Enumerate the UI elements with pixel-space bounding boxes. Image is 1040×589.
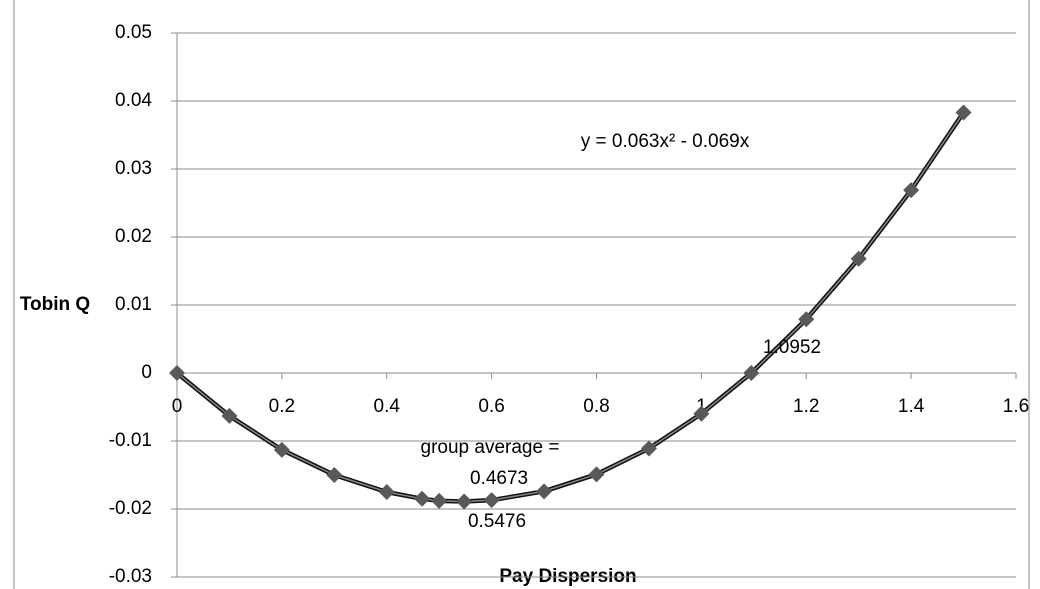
y-tick-label: -0.02	[109, 498, 152, 519]
data-point	[850, 250, 867, 267]
data-point	[378, 484, 395, 500]
trend-line	[176, 112, 965, 503]
y-tick-label: 0.01	[115, 294, 152, 315]
data-point	[903, 182, 920, 199]
data-point	[798, 311, 815, 328]
trend-line-outline	[175, 111, 966, 504]
annotation: group average =	[421, 437, 560, 458]
data-point	[955, 104, 972, 121]
y-tick-label: -0.03	[109, 566, 152, 587]
annotation: y = 0.063x² - 0.069x	[581, 131, 750, 152]
y-tick-label: 0	[141, 362, 152, 383]
annotation: 0.4673	[470, 468, 528, 489]
x-tick-label: 0.4	[374, 396, 401, 417]
data-point	[588, 466, 605, 483]
data-point	[743, 365, 760, 381]
data-point	[693, 405, 710, 422]
annotation: 0.5476	[468, 511, 526, 532]
data-point	[536, 483, 553, 500]
data-point	[431, 492, 448, 509]
x-tick-label: 0.2	[269, 396, 295, 417]
data-point	[169, 365, 185, 381]
y-tick-label: 0.02	[115, 226, 152, 247]
data-point	[273, 441, 290, 458]
x-tick-label: 1.2	[793, 396, 819, 417]
y-tick-label: 0.03	[115, 158, 152, 179]
y-tick-label: 0.04	[115, 90, 152, 111]
y-tick-label: 0.05	[115, 22, 152, 43]
y-tick-label: -0.01	[109, 430, 152, 451]
data-point	[456, 493, 473, 510]
x-tick-label: 0.6	[478, 396, 504, 417]
y-axis-title: Tobin Q	[20, 294, 90, 315]
data-point	[640, 440, 657, 457]
x-tick-label: 1.6	[1003, 396, 1029, 417]
x-tick-label: 1.4	[898, 396, 925, 417]
data-point	[483, 492, 500, 509]
data-point	[221, 407, 238, 424]
data-point	[414, 490, 431, 507]
data-point	[326, 467, 343, 483]
annotation: 1.0952	[763, 337, 821, 358]
x-tick-label: 0.8	[583, 396, 609, 417]
x-tick-label: 0	[172, 396, 183, 417]
